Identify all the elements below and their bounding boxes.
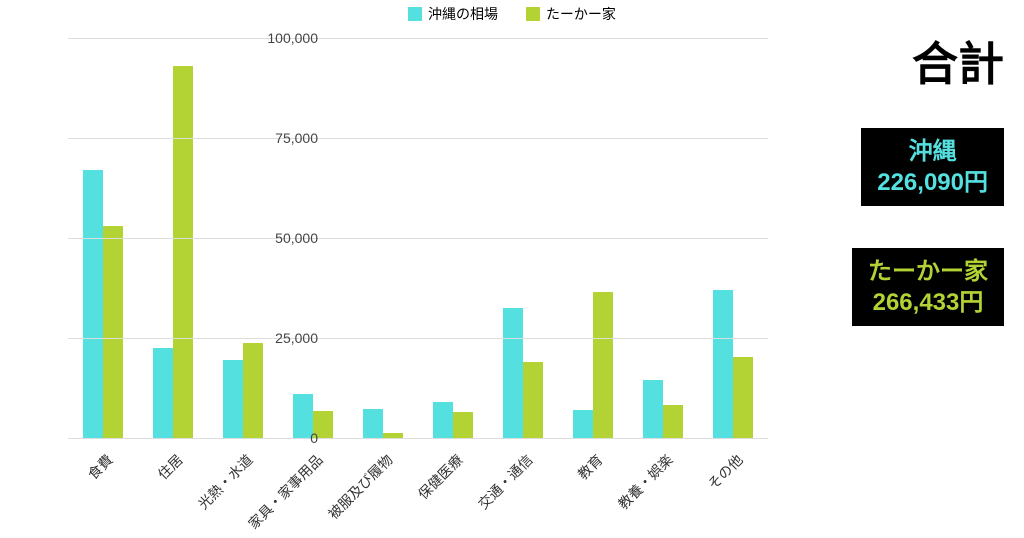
bar (593, 292, 613, 438)
legend-item-1: たーかー家 (526, 4, 616, 24)
bar (573, 410, 593, 438)
bar (713, 290, 733, 438)
bar (503, 308, 523, 438)
y-tick-label: 100,000 (258, 30, 318, 46)
gridline (68, 138, 768, 139)
legend-item-0: 沖縄の相場 (408, 4, 498, 24)
summary-value-1: 266,433円 (868, 287, 988, 318)
bar (453, 412, 473, 438)
summary-title: 合計 (912, 28, 1004, 94)
legend-swatch-1 (526, 7, 540, 21)
bar (523, 362, 543, 438)
legend-label-1: たーかー家 (546, 4, 616, 24)
y-tick-label: 50,000 (258, 230, 318, 246)
summary-label-0: 沖縄 (877, 136, 988, 167)
gridline (68, 238, 768, 239)
bar (363, 409, 383, 438)
y-tick-label: 75,000 (258, 130, 318, 146)
bar (103, 226, 123, 438)
bar (243, 343, 263, 438)
summary-box-0: 沖縄 226,090円 (861, 128, 1004, 206)
bar (733, 357, 753, 438)
gridline (68, 38, 768, 39)
bar (173, 66, 193, 438)
chart-legend: 沖縄の相場 たーかー家 (0, 4, 1024, 24)
chart-stage: 沖縄の相場 たーかー家 合計 沖縄 226,090円 たーかー家 266,433… (0, 0, 1024, 538)
gridline (68, 338, 768, 339)
bar (663, 405, 683, 438)
bar (433, 402, 453, 438)
bar (223, 360, 243, 438)
gridline (68, 438, 768, 439)
chart-plot-area (68, 38, 768, 438)
y-tick-label: 0 (258, 430, 318, 446)
bar (83, 170, 103, 438)
legend-label-0: 沖縄の相場 (428, 4, 498, 24)
summary-value-0: 226,090円 (877, 167, 988, 198)
legend-swatch-0 (408, 7, 422, 21)
summary-box-1: たーかー家 266,433円 (852, 248, 1004, 326)
bar (643, 380, 663, 438)
bar (153, 348, 173, 438)
summary-label-1: たーかー家 (868, 256, 988, 287)
y-tick-label: 25,000 (258, 330, 318, 346)
